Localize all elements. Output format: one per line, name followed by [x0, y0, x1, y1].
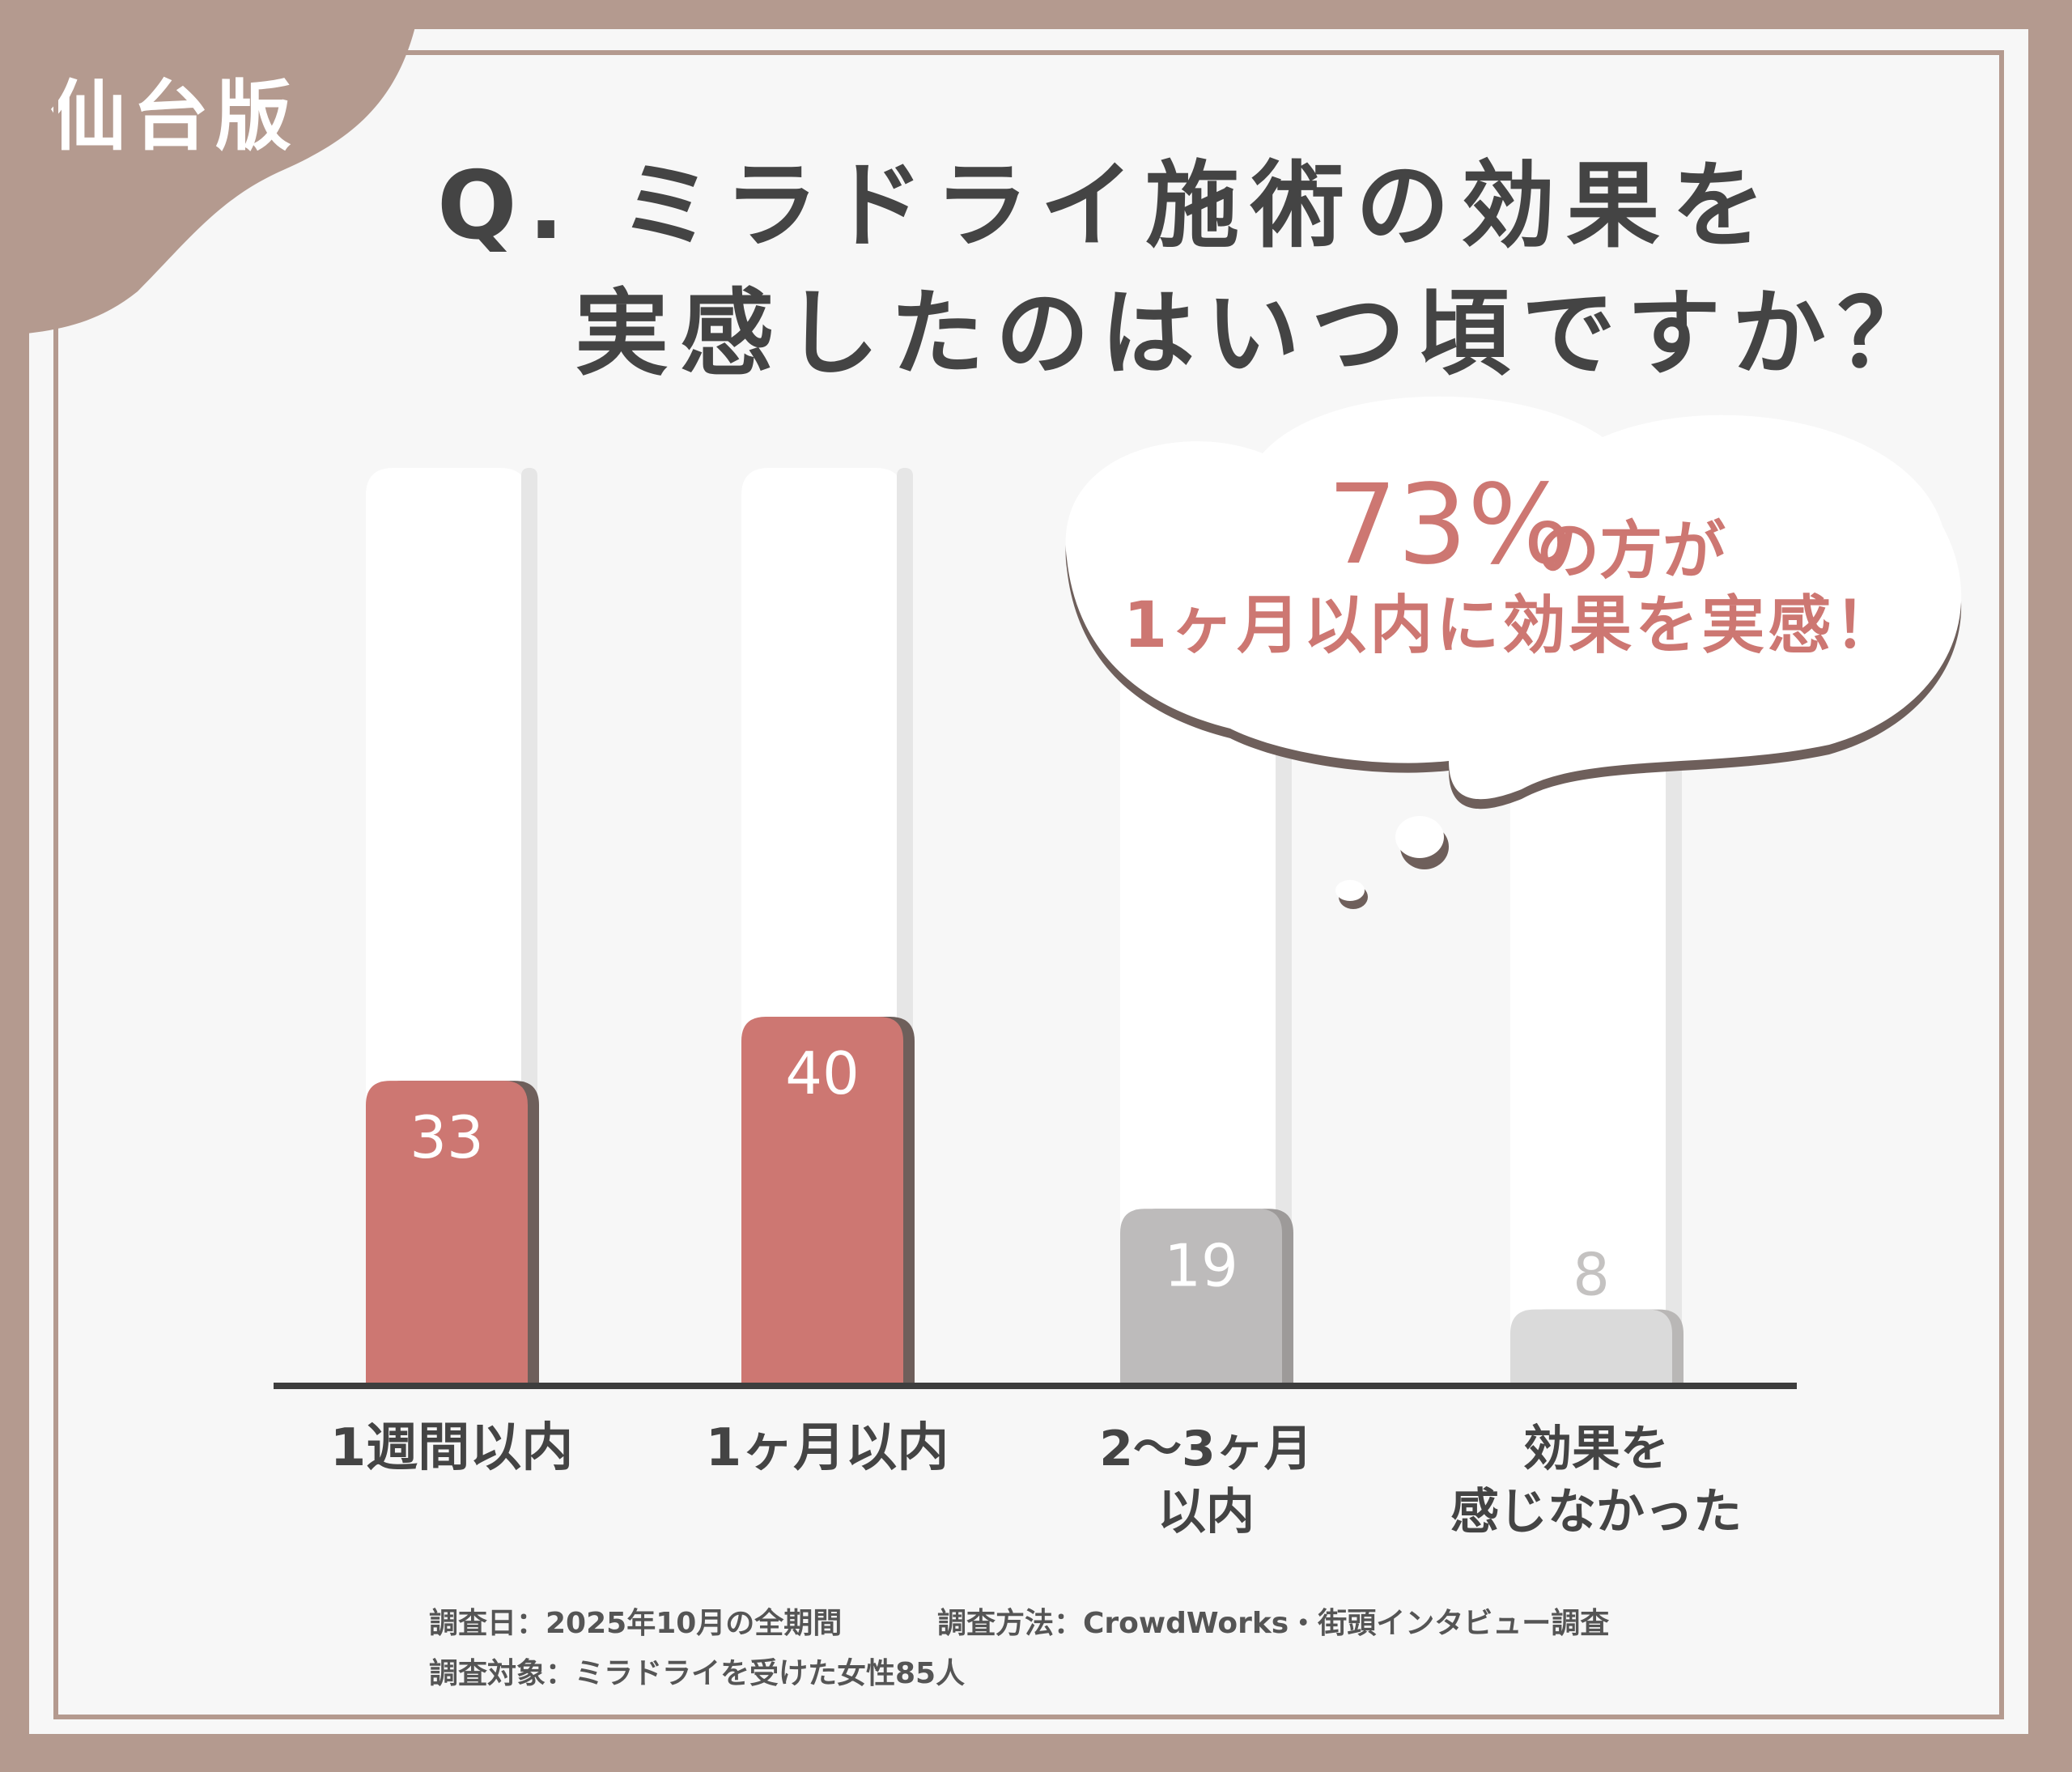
bar [741, 1017, 903, 1383]
infographic-card [29, 29, 2028, 1734]
region-badge: 仙台版 [50, 73, 299, 161]
speech-bubble [1065, 396, 1962, 909]
callout-percent: 73% [1327, 461, 1573, 589]
x-tick-label: 以内 [1157, 1484, 1255, 1540]
x-tick-label: 2〜3ヶ月 [1099, 1421, 1313, 1477]
bar-value-label: 19 [1164, 1231, 1238, 1299]
bar-value-label: 33 [410, 1103, 484, 1171]
bar [1120, 1209, 1282, 1383]
x-tick-label: 1週間以内 [330, 1418, 574, 1478]
survey-method: 調査方法：CrowdWorks・街頭インタビュー調査 [937, 1607, 1610, 1640]
question-title-line2: 実感したのはいつ頃ですか？ [575, 279, 1942, 389]
x-tick-label: 感じなかった [1450, 1484, 1742, 1540]
bar-value-label: 8 [1573, 1241, 1610, 1309]
bar [1510, 1309, 1672, 1383]
question-title-line1: Q. ミラドライ施術の効果を [437, 151, 1777, 261]
bar [366, 1081, 528, 1383]
x-tick-label: 1ヶ月以内 [706, 1418, 949, 1478]
corner-badge-shape [0, 0, 421, 336]
survey-date: 調査日：2025年10月の全期間 [429, 1607, 843, 1640]
bar-value-label: 40 [785, 1039, 860, 1107]
callout-percent-suffix: の方が [1536, 515, 1726, 588]
callout-message: 1ヶ月以内に効果を実感！ [1123, 589, 1901, 662]
survey-subject: 調査対象：ミラドライを受けた女性85人 [429, 1657, 966, 1690]
x-tick-label: 効果を [1523, 1421, 1669, 1477]
